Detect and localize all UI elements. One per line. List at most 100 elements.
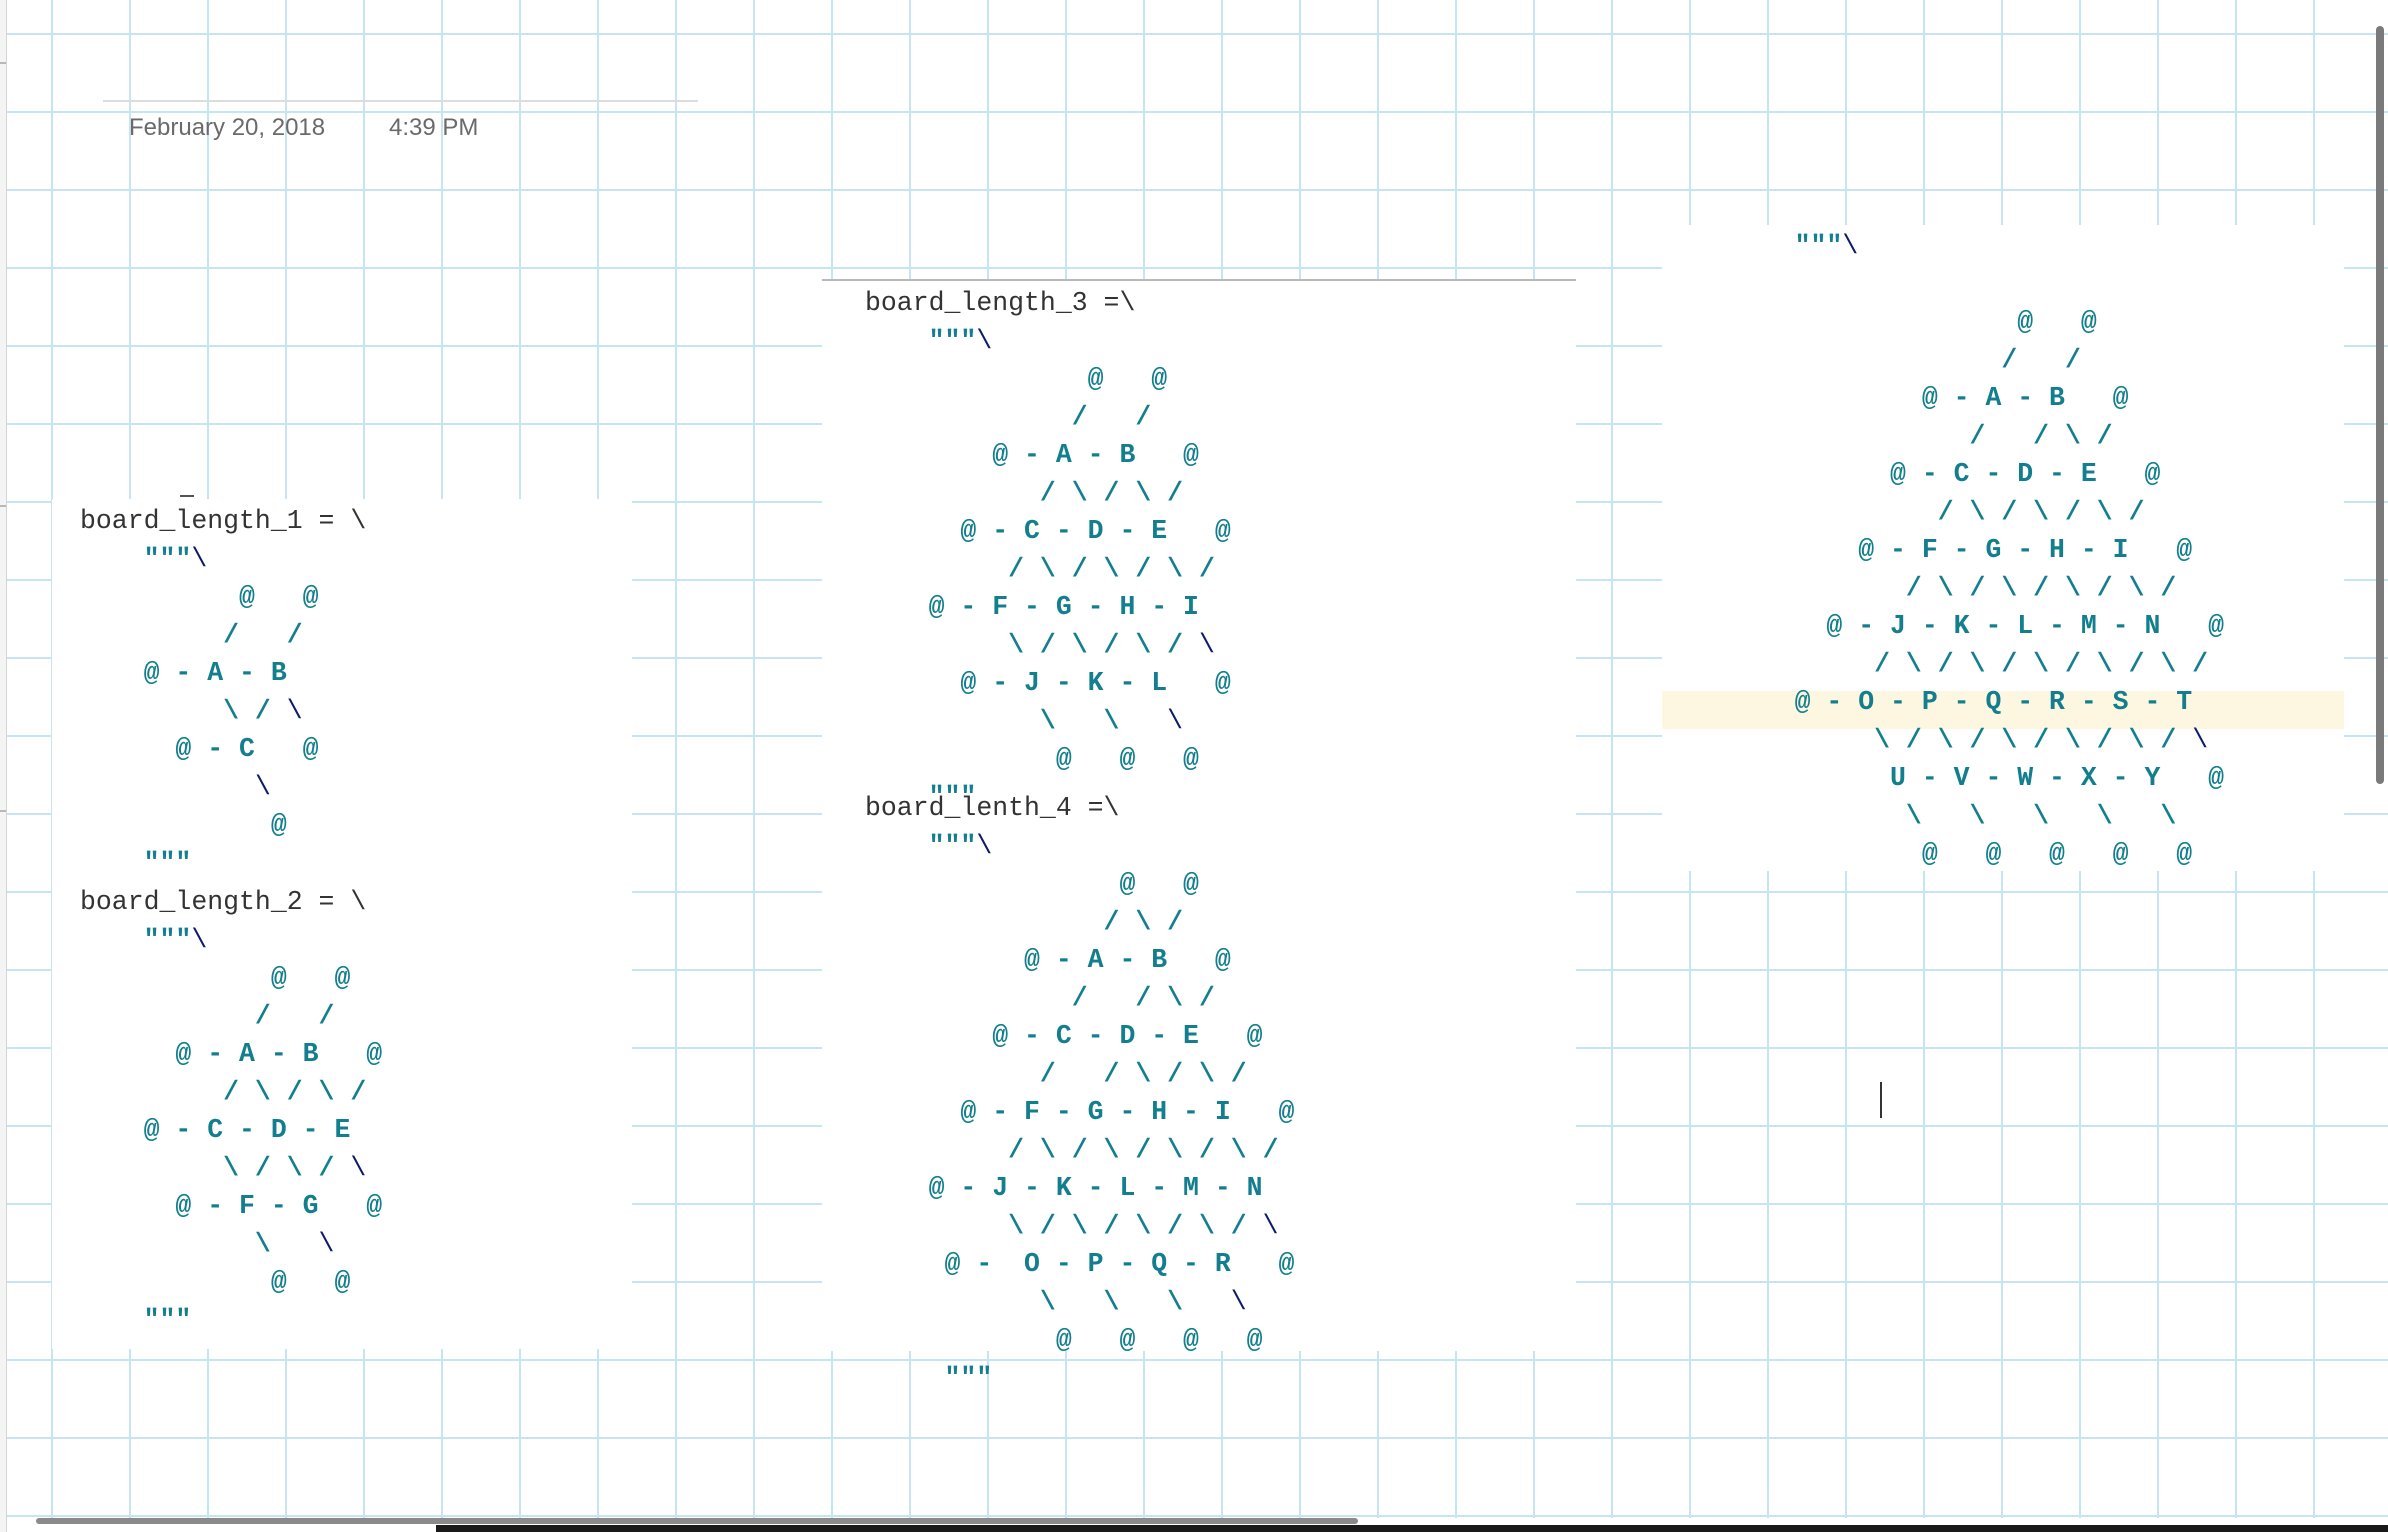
code-line: @ - A - B @ <box>80 1035 382 1073</box>
code-line: @ - O - P - Q - R - S - T <box>1731 683 2224 721</box>
code-line: U - V - W - X - Y @ <box>1731 759 2224 797</box>
code-block-board-length-5[interactable]: """\ @ @ / / @ - A - B @ / / \ / @ - C -… <box>1731 227 2224 873</box>
code-line: @ @ <box>80 578 366 616</box>
ascii-art-text: @ - C - D - E <box>80 1115 351 1145</box>
code-line: """\ <box>865 322 1231 360</box>
text-cursor <box>1880 1082 1882 1118</box>
code-line: @ - C - D - E @ <box>865 512 1230 550</box>
ascii-art-text: @ - A - B @ <box>1731 383 2129 413</box>
ascii-art-text: / \ / \ / \ / \ / \ / <box>1731 649 2209 679</box>
vertical-scrollbar[interactable] <box>2376 26 2384 784</box>
code-line: @ <box>80 806 366 844</box>
ascii-art-text: \ / \ / \ / <box>865 630 1199 660</box>
ascii-art-text: """ <box>80 1305 192 1335</box>
code-line: / / <box>80 616 366 654</box>
horizontal-scrollbar[interactable] <box>36 1518 1358 1524</box>
page-date-header: February 20, 2018 4:39 PM <box>103 100 698 162</box>
backslash-text: \ <box>1230 1287 1247 1317</box>
page-date: February 20, 2018 <box>129 114 326 141</box>
ascii-art-text: """ <box>80 848 192 878</box>
code-line: @ @ @ <box>865 740 1231 778</box>
note-container-middle[interactable]: board_length_3 =\ """\ @ @ / / @ - A - B… <box>822 279 1576 1393</box>
code-line: @ @ <box>80 1263 382 1301</box>
backslash-text: \ <box>191 544 208 574</box>
code-line: \ <box>80 768 366 806</box>
backslash-text: \ <box>191 925 208 955</box>
ascii-art-text: U - V - W - X - Y @ <box>1731 763 2224 793</box>
code-line: """\ <box>865 827 1294 865</box>
ascii-art-text: @ - J - K - L - M - N <box>865 1173 1263 1203</box>
code-line: """ <box>80 844 366 882</box>
code-line: board_lenth_4 =\ <box>865 789 1294 827</box>
ascii-art-text: @ @ <box>80 963 351 993</box>
code-line: @ - A - B <box>80 654 366 692</box>
ascii-art-text: """ <box>865 1363 993 1393</box>
code-line: \ / \ / \ / \ / \ <box>865 1207 1294 1245</box>
code-line: """ <box>80 1301 382 1339</box>
ascii-art-text: / / \ / \ / <box>865 1059 1247 1089</box>
ascii-art-text: @ - F - G @ <box>80 1191 383 1221</box>
code-block-board-length-4[interactable]: board_lenth_4 =\ """\ @ @ / \ / @ - A - … <box>865 789 1294 1397</box>
ascii-art-text: @ @ @ @ @ <box>1731 839 2193 869</box>
code-line: / \ / <box>865 903 1294 941</box>
code-line: @ - A - B @ <box>1731 379 2224 417</box>
code-block-board-length-3[interactable]: board_length_3 =\ """\ @ @ / / @ - A - B… <box>865 284 1231 816</box>
code-line: """ <box>865 1359 1294 1397</box>
ascii-art-text: @ @ <box>80 582 319 612</box>
variable-text: board_length_2 = \ <box>80 887 367 917</box>
ascii-art-text: """ <box>865 831 977 861</box>
ascii-art-text: @ - A - B @ <box>80 1039 383 1069</box>
ascii-art-text: / \ / \ / \ / \ / <box>865 1135 1279 1165</box>
code-line: @ - C @ <box>80 730 366 768</box>
ascii-art-text: @ - F - G - H - I @ <box>1731 535 2193 565</box>
code-line: @ @ @ @ <box>865 1321 1294 1359</box>
code-line: \ \ <box>80 1225 382 1263</box>
code-line: @ - A - B @ <box>865 436 1231 474</box>
ascii-art-text: / \ / \ / <box>865 478 1184 508</box>
code-block-board-length-2[interactable]: board_length_2 = \ """\ @ @ / / @ - A - … <box>80 883 382 1339</box>
code-line: """\ <box>80 921 382 959</box>
backslash-text: \ <box>1262 1211 1279 1241</box>
ascii-art-text: / \ / \ / \ / <box>865 554 1215 584</box>
ascii-art-text: \ \ \ <box>865 1287 1231 1317</box>
page-time: 4:39 PM <box>389 114 479 141</box>
backslash-text: \ <box>286 696 303 726</box>
ascii-art-text: @ - F - G - H - I @ <box>865 1097 1295 1127</box>
code-line: / \ / \ / \ / <box>1731 493 2224 531</box>
code-line: @ - J - K - L @ <box>865 664 1230 702</box>
ascii-art-text: @ @ @ @ <box>865 1325 1263 1355</box>
code-line: / / <box>1731 341 2224 379</box>
code-line: board_length_2 = \ <box>80 883 382 921</box>
backslash-text: \ <box>976 326 993 356</box>
code-line: @ - J - K - L - M - N <box>865 1169 1294 1207</box>
note-container-right[interactable]: """\ @ @ / / @ - A - B @ / / \ / @ - C -… <box>1662 225 2344 871</box>
code-line: / \ / \ / \ / <box>865 550 1231 588</box>
ascii-art-text: \ / \ / \ / \ / <box>865 1211 1263 1241</box>
code-line: \ / \ / \ / \ <box>865 626 1231 664</box>
code-line: board_length_1 = \ <box>80 502 366 540</box>
code-line: / \ / \ / \ / \ / <box>1731 569 2224 607</box>
code-line: \ \ \ \ \ <box>1731 797 2224 835</box>
ascii-art-text: / \ / <box>865 907 1184 937</box>
code-line <box>1731 265 2224 303</box>
code-line: @ - A - B @ <box>865 941 1294 979</box>
ascii-art-text: @ - C - D - E @ <box>865 1021 1263 1051</box>
code-line: @ @ <box>80 959 382 997</box>
code-block-board-length-1[interactable]: board_length_1 = \ """ \ @ @ / / @ - A - … <box>80 502 366 882</box>
code-line: \ / \ / \ <box>80 1149 382 1187</box>
ascii-art-text: / / \ / <box>1731 421 2113 451</box>
code-line: @ - O - P - Q - R @ <box>865 1245 1295 1283</box>
code-line: @ @ @ @ @ <box>1731 835 2224 873</box>
code-line: \ / \ / \ / \ / \ / \ <box>1731 721 2224 759</box>
backslash-text: \ <box>318 1229 335 1259</box>
ascii-art-text: @ @ <box>865 869 1199 899</box>
stray-mark <box>180 495 194 497</box>
note-container-left[interactable]: board_length_1 = \ """\ @ @ / / @ - A - … <box>52 499 632 1349</box>
ascii-art-text: / / <box>1731 345 2081 375</box>
ascii-art-text: @ @ <box>865 364 1168 394</box>
ascii-art-text: / / <box>865 402 1152 432</box>
ascii-art-text: / / \ / <box>865 983 1215 1013</box>
backslash-text: \ <box>1167 706 1184 736</box>
backslash-text: \ <box>2192 725 2209 755</box>
code-line: \ / \ <box>80 692 366 730</box>
